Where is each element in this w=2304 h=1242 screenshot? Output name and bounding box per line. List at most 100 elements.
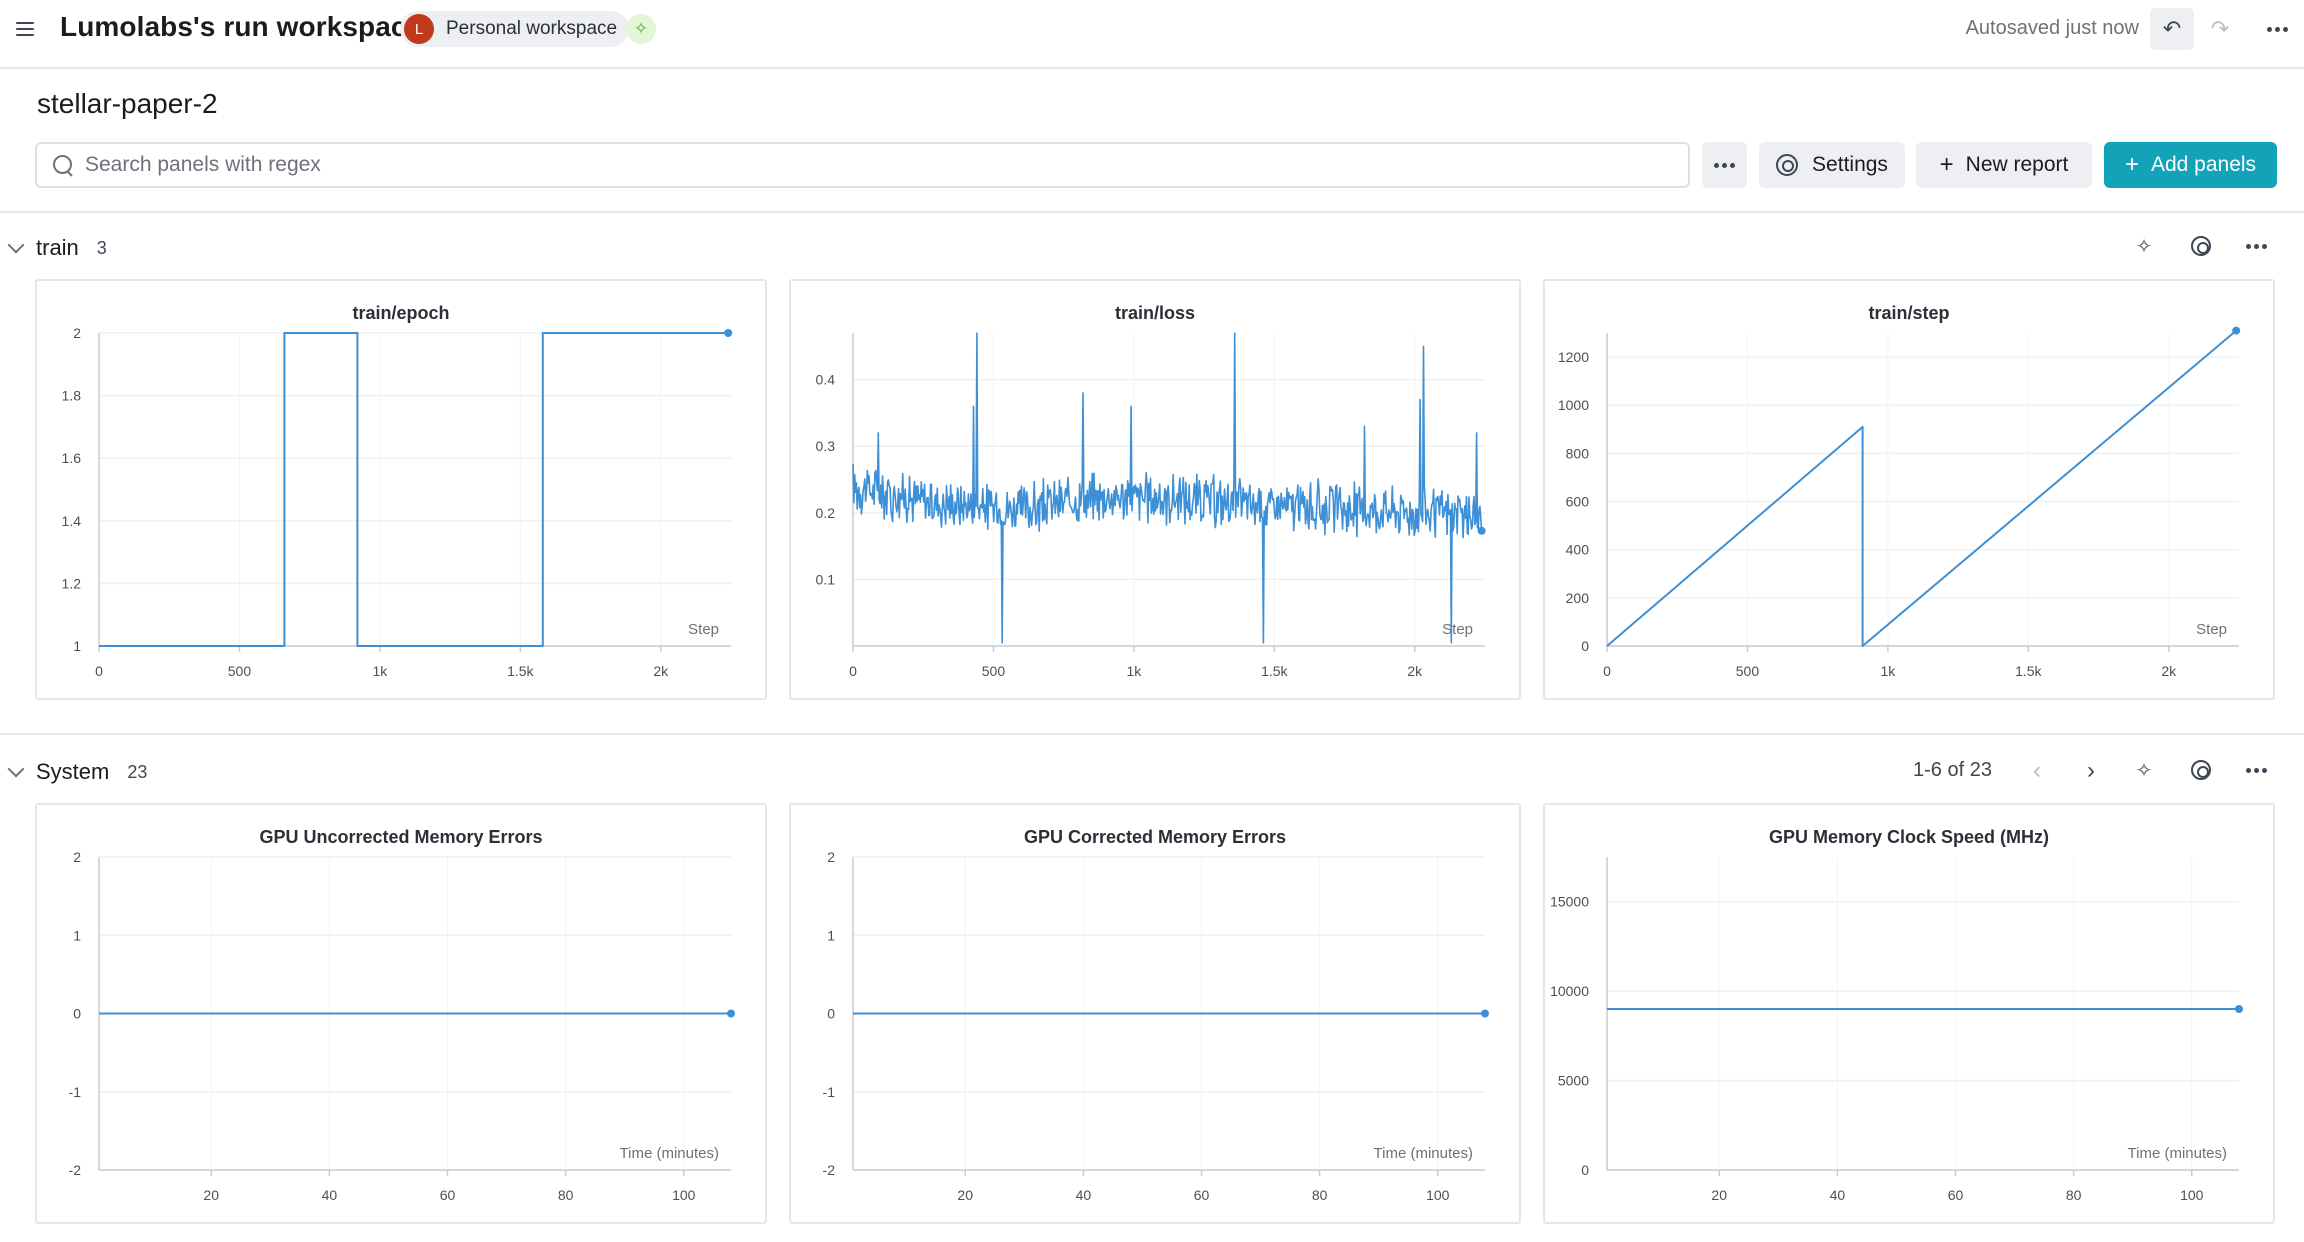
y-tick-label: 400 <box>1566 542 1590 558</box>
y-tick-label: 600 <box>1566 494 1590 510</box>
section-title: train <box>36 235 79 260</box>
section-settings-button[interactable] <box>2185 230 2217 262</box>
pin-icon[interactable]: ✧ <box>2135 235 2153 258</box>
x-tick-label: 0 <box>1603 663 1611 679</box>
x-tick-label: 80 <box>2066 1187 2082 1203</box>
y-tick-label: -1 <box>69 1084 82 1100</box>
series-end-point <box>1477 526 1486 535</box>
series-end-point <box>2232 326 2241 335</box>
redo-button[interactable]: ↷ <box>2198 8 2242 50</box>
y-tick-label: 1.4 <box>62 513 82 529</box>
section-header-train[interactable]: train 3 <box>7 233 107 263</box>
y-tick-label: 0 <box>827 1006 835 1022</box>
y-tick-label: 1000 <box>1558 397 1589 413</box>
chart-title: GPU Memory Clock Speed (MHz) <box>1769 827 2049 847</box>
more-options-icon[interactable] <box>2262 14 2292 44</box>
autosave-status: Autosaved just now <box>1965 17 2139 39</box>
x-tick-label: 1k <box>1126 663 1142 679</box>
workspace-selector[interactable]: L Personal workspace <box>400 11 630 47</box>
y-tick-label: 1 <box>73 638 81 654</box>
workspace-chip-label: Personal workspace <box>446 18 618 39</box>
series-end-point <box>724 329 733 337</box>
menu-icon[interactable] <box>16 18 38 40</box>
x-axis-label: Time (minutes) <box>2128 1145 2227 1162</box>
chart-panel-train-step[interactable]: train/step 0 200 400 600 800 1000 1200 0 500 1k 1.5… <box>1543 279 2275 700</box>
x-tick-label: 80 <box>1312 1187 1328 1203</box>
y-tick-label: -2 <box>823 1162 836 1178</box>
chart-panel-gpu-uncorrected-memory-errors[interactable]: GPU Uncorrected Memory Errors -2 -1 0 1 2 20 40… <box>35 803 767 1224</box>
run-name: stellar-paper-2 <box>37 88 218 119</box>
series-end-point <box>727 1009 735 1018</box>
y-tick-label: 800 <box>1566 445 1590 461</box>
search-panels-field[interactable] <box>35 142 1690 188</box>
new-report-button[interactable]: + New report <box>1916 142 2092 188</box>
line-chart: train/loss 0.1 0.2 0.3 0.4 0 500 1k 1.5k 2k Step <box>816 303 1486 679</box>
settings-button[interactable]: Settings <box>1759 142 1905 188</box>
line-chart: GPU Corrected Memory Errors -2 -1 0 1 2 20 40 60… <box>823 827 1489 1203</box>
x-tick-label: 40 <box>322 1187 338 1203</box>
undo-button[interactable]: ↶ <box>2150 8 2194 50</box>
y-tick-label: 10000 <box>1550 983 1589 999</box>
chart-panel-train-loss[interactable]: train/loss 0.1 0.2 0.3 0.4 0 500 1k 1.5k 2k Step <box>789 279 1521 700</box>
x-tick-label: 1k <box>372 663 388 679</box>
x-tick-label: 20 <box>203 1187 219 1203</box>
chart-title: GPU Uncorrected Memory Errors <box>259 827 542 847</box>
search-input[interactable] <box>85 153 1665 177</box>
more-actions-button[interactable] <box>1702 142 1747 188</box>
section-divider <box>0 211 2304 213</box>
section-more-icon[interactable] <box>2240 230 2272 262</box>
x-tick-label: 2k <box>653 663 669 679</box>
x-tick-label: 500 <box>228 663 252 679</box>
chart-title: GPU Corrected Memory Errors <box>1024 827 1286 847</box>
y-tick-label: 1 <box>73 927 81 943</box>
series-end-point <box>1481 1009 1489 1018</box>
y-tick-label: 0.1 <box>816 571 836 587</box>
chart-title: train/loss <box>1115 303 1195 323</box>
chart-panel-gpu-memory-clock-speed[interactable]: GPU Memory Clock Speed (MHz) 0 5000 10000 15… <box>1543 803 2275 1224</box>
chart-title: train/step <box>1868 303 1949 323</box>
chevron-down-icon <box>7 760 25 778</box>
pin-icon[interactable]: ✧ <box>2135 759 2153 782</box>
top-bar: Lumolabs's run workspace L Personal work… <box>0 0 2304 69</box>
section-title: System <box>36 759 110 784</box>
section-settings-button[interactable] <box>2185 754 2217 786</box>
section-count: 3 <box>96 237 107 258</box>
x-tick-label: 500 <box>1736 663 1760 679</box>
chart-title: train/epoch <box>352 303 449 323</box>
y-tick-label: 2 <box>827 849 835 865</box>
sparkle-icon[interactable]: ✧ <box>626 14 656 44</box>
settings-label: Settings <box>1812 153 1888 176</box>
y-tick-label: 0.2 <box>816 505 836 521</box>
x-tick-label: 20 <box>1711 1187 1727 1203</box>
x-tick-label: 100 <box>1426 1187 1450 1203</box>
chevron-left-icon[interactable]: ‹ <box>2033 757 2041 784</box>
section-more-icon[interactable] <box>2240 754 2272 786</box>
x-tick-label: 0 <box>849 663 857 679</box>
search-icon <box>51 153 75 177</box>
x-tick-label: 1.5k <box>507 663 534 679</box>
y-tick-label: 200 <box>1566 590 1590 606</box>
chart-panel-train-epoch[interactable]: train/epoch 1 1.2 1.4 1.6 1.8 2 0 500 1k 1.5k 2k Ste… <box>35 279 767 700</box>
x-tick-label: 60 <box>1194 1187 1210 1203</box>
x-tick-label: 40 <box>1830 1187 1846 1203</box>
y-tick-label: 1.2 <box>62 575 82 591</box>
add-panels-label: Add panels <box>2150 153 2257 176</box>
undo-icon: ↶ <box>2162 16 2182 41</box>
section-header-system[interactable]: System 23 <box>7 757 147 787</box>
add-panels-button[interactable]: + Add panels <box>2104 142 2277 188</box>
x-tick-label: 2k <box>1407 663 1423 679</box>
y-tick-label: 2 <box>73 325 81 341</box>
series-end-point <box>2235 1005 2243 1014</box>
x-tick-label: 60 <box>440 1187 456 1203</box>
pagination-label: 1-6 of 23 <box>1913 759 1992 781</box>
chart-panel-gpu-corrected-memory-errors[interactable]: GPU Corrected Memory Errors -2 -1 0 1 2 20 40 60… <box>789 803 1521 1224</box>
chevron-right-icon[interactable]: › <box>2087 757 2095 784</box>
x-tick-label: 100 <box>672 1187 696 1203</box>
x-tick-label: 0 <box>95 663 103 679</box>
y-tick-label: 15000 <box>1550 894 1589 910</box>
workspace-title: Lumolabs's run workspace <box>60 11 423 42</box>
series-line <box>1606 329 2237 647</box>
x-tick-label: 2k <box>2161 663 2177 679</box>
line-chart: GPU Uncorrected Memory Errors -2 -1 0 1 2 20 40… <box>69 827 735 1203</box>
y-tick-label: -1 <box>823 1084 836 1100</box>
